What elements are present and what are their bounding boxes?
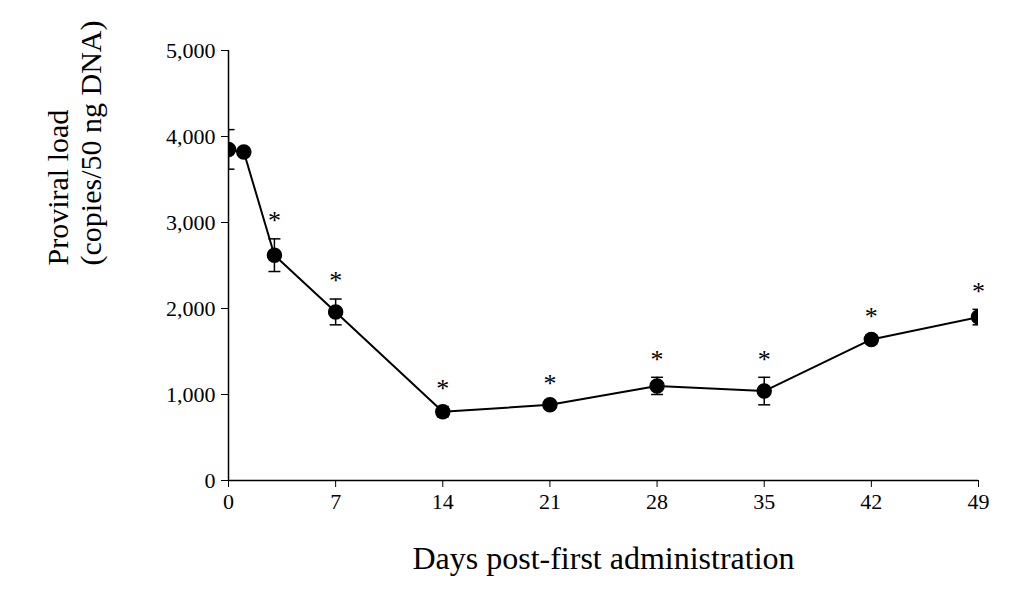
svg-text:42: 42 (860, 489, 882, 514)
svg-text:*: * (651, 345, 664, 374)
svg-text:Proviral load(copies/50 ng DNA: Proviral load(copies/50 ng DNA) (41, 21, 108, 266)
svg-text:Days post-first administration: Days post-first administration (412, 540, 794, 576)
svg-text:1,000: 1,000 (166, 382, 216, 407)
svg-text:5,000: 5,000 (166, 38, 216, 63)
svg-text:21: 21 (539, 489, 561, 514)
svg-text:4,000: 4,000 (166, 124, 216, 149)
svg-text:2,000: 2,000 (166, 296, 216, 321)
svg-text:*: * (436, 374, 449, 403)
svg-text:14: 14 (432, 489, 454, 514)
svg-text:*: * (758, 345, 771, 374)
svg-text:0: 0 (223, 489, 234, 514)
svg-text:7: 7 (330, 489, 341, 514)
svg-text:3,000: 3,000 (166, 210, 216, 235)
svg-text:28: 28 (646, 489, 668, 514)
svg-text:*: * (865, 302, 878, 331)
svg-text:*: * (268, 206, 281, 235)
svg-text:35: 35 (753, 489, 775, 514)
svg-text:*: * (543, 369, 556, 398)
svg-text:0: 0 (205, 468, 216, 493)
svg-text:49: 49 (968, 489, 990, 514)
svg-text:*: * (329, 266, 342, 295)
svg-text:*: * (972, 277, 985, 306)
